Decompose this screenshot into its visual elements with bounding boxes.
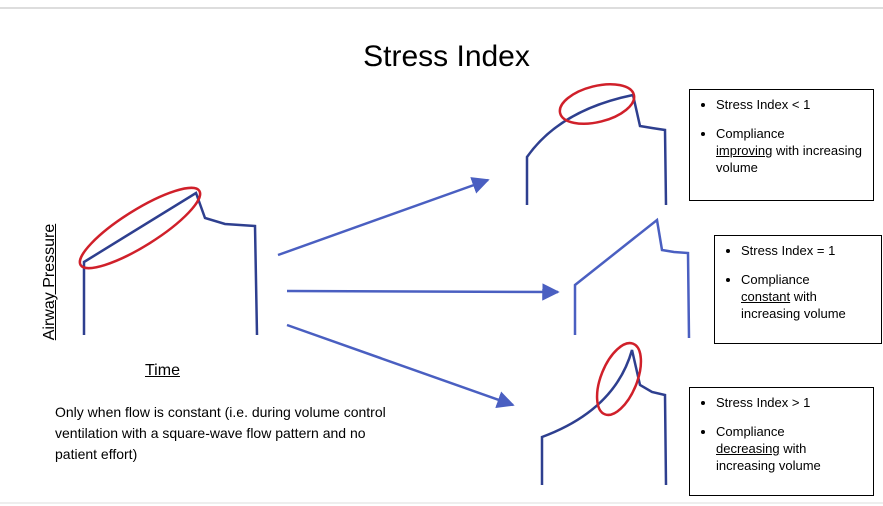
bullet-list: Stress Index = 1 Compliance constant with …: [723, 242, 873, 322]
lead: Compliance: [716, 126, 785, 141]
info-box: Stress Index > 1 Compliance decreasing wit…: [689, 387, 874, 496]
bullet: Compliance improving with increasing volu…: [716, 125, 865, 176]
tail: with increasing volume: [716, 143, 862, 175]
waveform-low: [525, 93, 668, 206]
ellipse: [595, 341, 643, 417]
bullet: Compliance constant with increasing volum…: [741, 271, 873, 322]
emphasis: decreasing: [716, 441, 780, 456]
arrow: [286, 323, 515, 408]
tail: with increasing volume: [741, 289, 846, 321]
emphasis: constant: [741, 289, 791, 304]
arrows: [277, 177, 560, 408]
ellipse: [558, 83, 636, 125]
waveform-main: [82, 191, 259, 336]
info-box: Stress Index = 1 Compliance constant with …: [714, 235, 882, 344]
arrow: [277, 177, 490, 257]
info-box: Stress Index < 1 Compliance improving with…: [689, 89, 874, 201]
bullet: Stress Index = 1: [741, 242, 873, 259]
bullet: Compliance decreasing with increasing vol…: [716, 423, 865, 474]
bullet: Stress Index > 1: [716, 394, 865, 411]
note: Only when flow is constant (i.e. during …: [55, 404, 386, 462]
bullet-list: Stress Index < 1 Compliance improving with…: [698, 96, 865, 176]
title: Stress Index: [363, 40, 530, 73]
arrow: [286, 283, 560, 301]
ellipse: [78, 186, 202, 270]
x-axis-label: Time: [145, 362, 180, 379]
tail: with increasing volume: [716, 441, 821, 473]
lead: Compliance: [741, 272, 810, 287]
waveform-equal: [573, 217, 691, 339]
emphasis: improving: [716, 143, 773, 158]
lead: Compliance: [716, 424, 785, 439]
bullet-list: Stress Index > 1 Compliance decreasing wit…: [698, 394, 865, 474]
y-axis-label: Airway Pressure: [41, 223, 58, 341]
highlights: [78, 83, 643, 417]
bullet: Stress Index < 1: [716, 96, 865, 113]
